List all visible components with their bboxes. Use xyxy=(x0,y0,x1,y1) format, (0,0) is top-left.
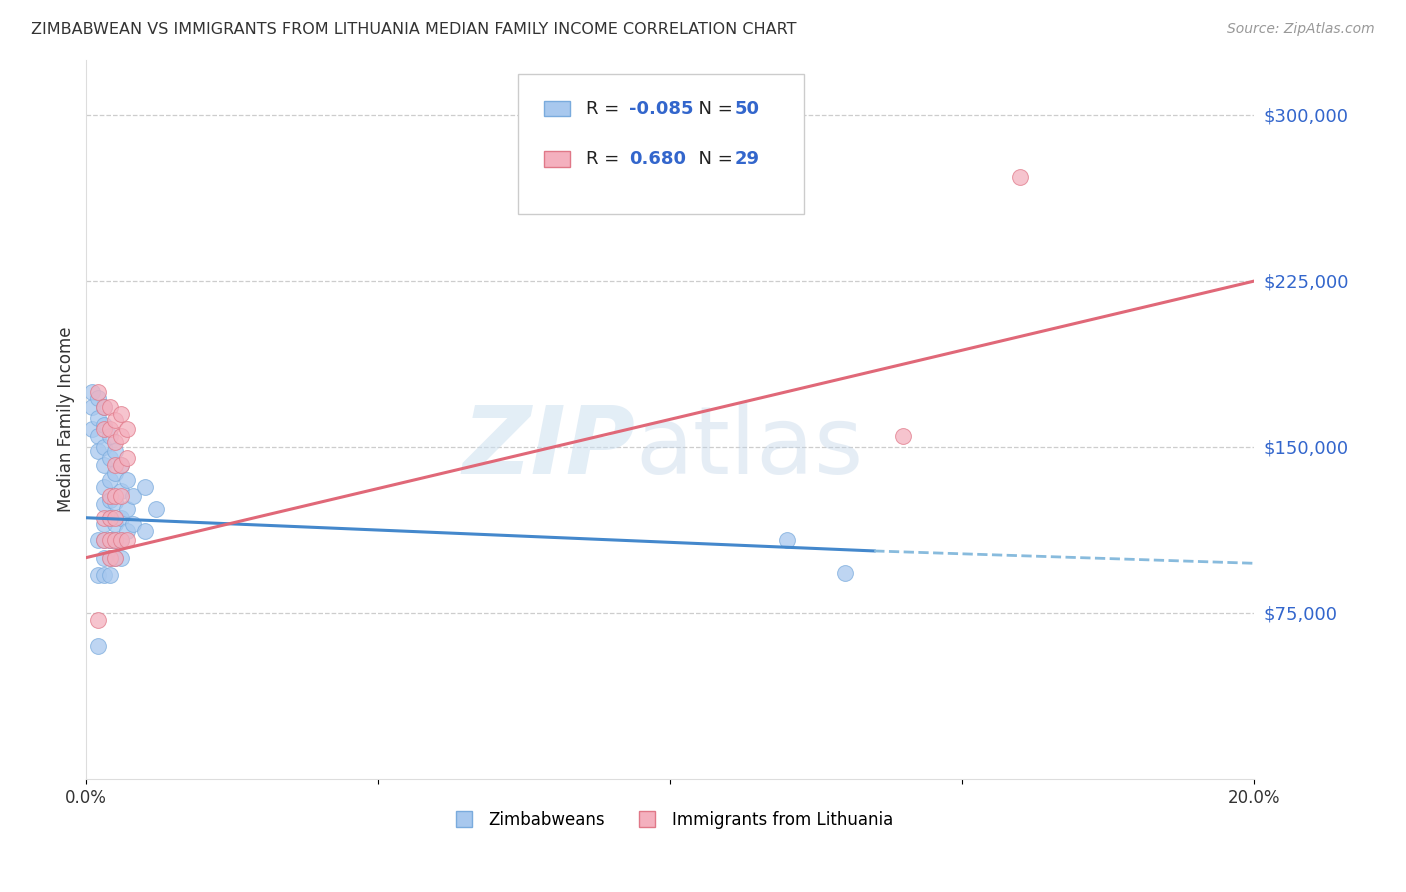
Point xyxy=(98,533,121,547)
Point xyxy=(1010,169,1032,184)
Point xyxy=(134,480,156,494)
FancyBboxPatch shape xyxy=(544,101,569,117)
Text: 0.680: 0.680 xyxy=(628,150,686,168)
Y-axis label: Median Family Income: Median Family Income xyxy=(58,326,75,512)
Point xyxy=(104,444,127,458)
Point xyxy=(110,533,132,547)
Point xyxy=(104,435,127,450)
Point xyxy=(98,510,121,524)
Point xyxy=(110,550,132,565)
Point xyxy=(98,429,121,443)
Point xyxy=(115,524,138,538)
Point xyxy=(98,493,121,508)
Point xyxy=(93,533,115,547)
Point xyxy=(93,400,115,414)
Point xyxy=(87,429,110,443)
Point xyxy=(115,422,138,436)
Point xyxy=(93,480,115,494)
Text: atlas: atlas xyxy=(636,402,863,494)
Point xyxy=(98,400,121,414)
Point xyxy=(98,568,121,582)
Point xyxy=(87,613,110,627)
Point xyxy=(122,517,145,532)
Point xyxy=(93,568,115,582)
Text: 29: 29 xyxy=(734,150,759,168)
Point xyxy=(93,498,115,512)
Point xyxy=(82,384,104,399)
Point xyxy=(104,550,127,565)
Point xyxy=(98,450,121,465)
Point xyxy=(110,510,132,524)
Point xyxy=(98,550,121,565)
Legend: Zimbabweans, Immigrants from Lithuania: Zimbabweans, Immigrants from Lithuania xyxy=(440,804,900,835)
Point xyxy=(834,566,856,580)
FancyBboxPatch shape xyxy=(519,74,804,214)
Point xyxy=(93,400,115,414)
Point xyxy=(776,533,799,547)
Text: -0.085: -0.085 xyxy=(628,100,693,118)
Point xyxy=(87,568,110,582)
Point xyxy=(110,458,132,472)
Point xyxy=(110,484,132,499)
Point xyxy=(87,639,110,653)
Point xyxy=(93,422,115,436)
Point xyxy=(104,489,127,503)
Text: R =: R = xyxy=(586,100,624,118)
Point xyxy=(93,550,115,565)
Point xyxy=(104,458,127,472)
Point xyxy=(93,517,115,532)
Point xyxy=(145,502,167,516)
Point xyxy=(104,533,127,547)
Point xyxy=(893,429,915,443)
Text: ZIMBABWEAN VS IMMIGRANTS FROM LITHUANIA MEDIAN FAMILY INCOME CORRELATION CHART: ZIMBABWEAN VS IMMIGRANTS FROM LITHUANIA … xyxy=(31,22,796,37)
Point xyxy=(87,391,110,405)
Point xyxy=(93,440,115,454)
Point xyxy=(93,458,115,472)
Point xyxy=(98,422,121,436)
Point xyxy=(104,467,127,481)
Point xyxy=(98,533,121,547)
Point xyxy=(87,444,110,458)
Text: ZIP: ZIP xyxy=(463,402,636,494)
Point xyxy=(104,413,127,427)
Text: N =: N = xyxy=(688,150,740,168)
Point xyxy=(122,489,145,503)
Text: R =: R = xyxy=(586,150,624,168)
Point xyxy=(104,517,127,532)
Point xyxy=(110,458,132,472)
Point xyxy=(98,533,121,547)
Point xyxy=(93,510,115,524)
Point xyxy=(104,510,127,524)
Point xyxy=(87,384,110,399)
FancyBboxPatch shape xyxy=(544,151,569,167)
Point xyxy=(82,422,104,436)
Text: Source: ZipAtlas.com: Source: ZipAtlas.com xyxy=(1227,22,1375,37)
Point xyxy=(104,533,127,547)
Point xyxy=(93,533,115,547)
Point xyxy=(98,550,121,565)
Point xyxy=(110,489,132,503)
Point xyxy=(134,524,156,538)
Point xyxy=(104,550,127,565)
Point xyxy=(98,489,121,503)
Point xyxy=(82,400,104,414)
Point xyxy=(110,407,132,421)
Point xyxy=(110,533,132,547)
Point xyxy=(104,495,127,509)
Text: 50: 50 xyxy=(734,100,759,118)
Point xyxy=(110,429,132,443)
Point xyxy=(115,450,138,465)
Point xyxy=(93,417,115,432)
Point xyxy=(115,473,138,487)
Point xyxy=(87,533,110,547)
Point xyxy=(87,411,110,425)
Text: N =: N = xyxy=(688,100,740,118)
Point xyxy=(115,502,138,516)
Point xyxy=(115,533,138,547)
Point xyxy=(98,473,121,487)
Point xyxy=(98,510,121,524)
